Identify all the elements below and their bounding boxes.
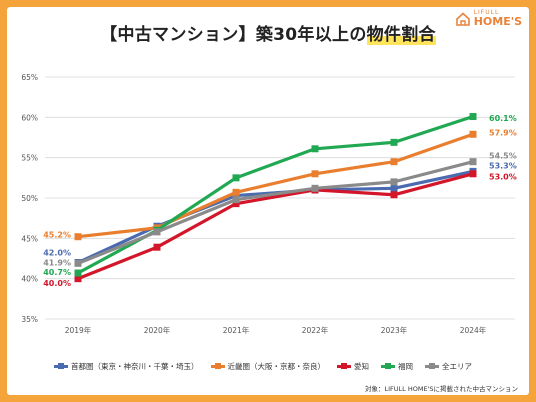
- y-tick-label: 50%: [21, 194, 38, 203]
- legend-swatch: [54, 363, 68, 369]
- legend-label: 近畿圏（大阪・京都・奈良）: [227, 362, 326, 371]
- legend-item: 近畿圏（大阪・京都・奈良）: [210, 361, 326, 372]
- data-label-first: 40.0%: [43, 279, 71, 288]
- y-tick-label: 40%: [21, 275, 38, 284]
- title-prefix: 【中古マンション】築30年以上の: [100, 25, 367, 45]
- x-tick-label: 2020年: [144, 325, 171, 335]
- data-point: [311, 184, 319, 192]
- legend-item: 愛知: [337, 361, 369, 372]
- data-label-first: 42.0%: [43, 249, 71, 258]
- data-point: [390, 178, 398, 186]
- data-point: [232, 200, 240, 208]
- data-point: [74, 259, 82, 267]
- data-point: [232, 196, 240, 204]
- data-label-first: 40.7%: [43, 268, 71, 277]
- x-tick-label: 2021年: [223, 325, 250, 335]
- x-tick-label: 2024年: [460, 325, 487, 335]
- series-line-0: [77, 169, 474, 264]
- chart-card: [7, 7, 529, 395]
- lifull-homes-logo: LIFULL HOME'S: [455, 10, 522, 27]
- data-label-last: 57.9%: [489, 129, 517, 138]
- data-point: [74, 269, 82, 277]
- legend-swatch: [425, 363, 439, 369]
- data-label-last: 53.3%: [489, 162, 517, 171]
- chart-title: 【中古マンション】築30年以上の物件割合: [0, 20, 536, 45]
- legend-label: 福岡: [398, 362, 413, 371]
- legend-item: 福岡: [381, 361, 413, 372]
- data-point: [469, 158, 477, 166]
- data-label-last: 60.1%: [489, 114, 517, 123]
- y-tick-label: 65%: [21, 73, 38, 82]
- data-label-last: 53.0%: [489, 173, 517, 182]
- legend-swatch: [210, 363, 225, 369]
- data-point: [390, 158, 398, 166]
- x-tick-label: 2019年: [65, 325, 92, 335]
- title-highlight: 物件割合: [366, 25, 436, 45]
- legend-swatch: [337, 363, 351, 369]
- data-point: [153, 228, 161, 236]
- data-label-first: 41.9%: [43, 259, 71, 268]
- logo-line1: LIFULL: [473, 9, 500, 16]
- y-tick-label: 35%: [21, 315, 38, 324]
- data-point: [311, 170, 319, 178]
- house-icon: [455, 11, 470, 26]
- data-point: [390, 184, 398, 192]
- legend: 首都圏（東京・神奈川・千葉・埼玉） 近畿圏（大阪・京都・奈良） 愛知 福岡 全エリア: [54, 361, 524, 372]
- legend-swatch: [381, 363, 395, 369]
- data-point: [469, 170, 477, 178]
- x-tick-label: 2023年: [381, 325, 408, 335]
- series-line-1: [77, 132, 474, 239]
- y-tick-label: 55%: [21, 154, 38, 163]
- data-point: [232, 188, 240, 196]
- legend-label: 全エリア: [442, 362, 472, 371]
- data-point: [390, 138, 398, 146]
- legend-label: 愛知: [354, 362, 369, 371]
- data-point: [311, 145, 319, 153]
- data-point: [74, 233, 82, 241]
- legend-item: 全エリア: [425, 361, 472, 372]
- data-point: [153, 243, 161, 251]
- legend-label: 首都圏（東京・神奈川・千葉・埼玉）: [71, 362, 199, 371]
- logo-line2: HOME'S: [473, 15, 522, 28]
- series-line-2: [77, 172, 474, 281]
- legend-item: 首都圏（東京・神奈川・千葉・埼玉）: [54, 361, 199, 372]
- data-label-first: 45.2%: [43, 231, 71, 240]
- y-tick-label: 60%: [21, 113, 38, 122]
- data-point: [390, 191, 398, 199]
- data-label-last: 54.5%: [489, 152, 517, 161]
- series-line-4: [77, 160, 474, 265]
- data-point: [469, 113, 477, 121]
- x-tick-label: 2022年: [302, 325, 329, 335]
- data-point: [469, 130, 477, 138]
- y-tick-label: 45%: [21, 234, 38, 243]
- data-point: [74, 275, 82, 283]
- source-note: 対象：LIFULL HOME'Sに掲載された中古マンション: [365, 385, 518, 393]
- data-point: [232, 174, 240, 182]
